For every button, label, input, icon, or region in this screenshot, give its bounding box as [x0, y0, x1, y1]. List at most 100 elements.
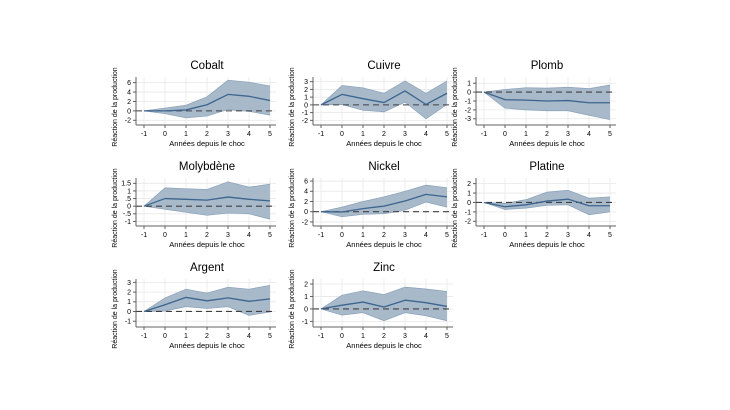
x-tick-label: 0 [340, 131, 344, 138]
y-tick-label: 0 [467, 90, 471, 97]
x-axis-label: Années depuis le choc [169, 240, 245, 249]
x-tick-label: 3 [403, 232, 407, 239]
y-axis-label: Réaction de la production [452, 168, 459, 247]
x-tick-label: 4 [247, 232, 251, 239]
x-tick-label: 2 [545, 131, 549, 138]
chart-title: Plomb [531, 60, 564, 72]
x-tick-label: 2 [382, 232, 386, 239]
y-tick-label: 0 [467, 200, 471, 207]
x-tick-label: 5 [268, 333, 272, 340]
chart-panel-argent: -1 0 1 2 3 -1 0 1 2 3 4 5 Années depuis le choc Réact… [110, 257, 278, 355]
y-tick-label: 2 [467, 181, 471, 188]
chart-panel-nickel: -2 0 2 4 6 -1 0 1 2 3 4 5 Années depuis le choc Réact… [287, 156, 455, 254]
x-tick-label: 2 [205, 232, 209, 239]
x-tick-label: 4 [247, 333, 251, 340]
response-line [143, 296, 271, 313]
y-tick-label: -1 [465, 209, 471, 216]
y-tick-label: 1 [467, 81, 471, 88]
x-tick-label: 4 [587, 232, 591, 239]
confidence-band-upper-edge [143, 181, 271, 207]
x-axis-label: Années depuis le choc [169, 341, 245, 350]
x-tick-label: 5 [445, 232, 449, 239]
x-axis-label: Années depuis le choc [346, 341, 422, 350]
x-axis-label: Années depuis le choc [346, 139, 422, 148]
y-tick-label: 4 [127, 89, 131, 96]
y-tick-label: 6 [304, 178, 308, 185]
x-tick-label: 1 [361, 232, 365, 239]
x-tick-label: 1 [184, 131, 188, 138]
y-axis-label: Réaction de la production [289, 269, 296, 348]
response-line [320, 299, 448, 310]
y-tick-label: 3 [127, 280, 131, 287]
y-tick-label: -2 [302, 118, 308, 125]
confidence-band-upper-edge [320, 80, 448, 106]
y-tick-label: 2 [304, 281, 308, 288]
x-tick-label: 0 [503, 131, 507, 138]
y-tick-label: -2 [302, 219, 308, 226]
x-tick-label: 5 [268, 232, 272, 239]
x-tick-label: -1 [318, 232, 324, 239]
y-axis-label: Réaction de la production [452, 67, 459, 146]
x-tick-label: 0 [163, 131, 167, 138]
y-tick-label: 2 [127, 99, 131, 106]
x-tick-label: 4 [587, 131, 591, 138]
confidence-band-lower-edge [320, 201, 448, 218]
x-tick-label: 2 [382, 131, 386, 138]
chart-title: Cobalt [190, 60, 224, 72]
y-tick-label: 0 [127, 309, 131, 316]
confidence-band-upper-edge [320, 286, 448, 310]
y-axis-label: Réaction de la production [112, 269, 119, 348]
x-tick-label: 1 [361, 131, 365, 138]
x-tick-label: 3 [226, 232, 230, 239]
y-tick-label: 1 [127, 299, 131, 306]
chart-cobalt: -2 0 2 4 6 -1 0 1 2 3 4 5 Années depuis le choc Réact… [112, 60, 276, 148]
response-line [143, 196, 271, 207]
y-tick-label: -2 [125, 118, 131, 125]
x-tick-label: 1 [184, 333, 188, 340]
y-tick-label: -1 [302, 319, 308, 326]
chart-panel-zinc: -1 0 1 2 -1 0 1 2 3 4 5 Années depuis le choc Réacti… [287, 257, 455, 355]
y-tick-label: -1 [125, 219, 131, 226]
x-tick-label: 2 [545, 232, 549, 239]
y-tick-label: 0 [304, 306, 308, 313]
x-tick-label: -1 [481, 232, 487, 239]
y-tick-label: -1 [302, 110, 308, 117]
x-tick-label: 3 [566, 232, 570, 239]
response-line [483, 91, 610, 104]
x-tick-label: -1 [141, 333, 147, 340]
x-tick-label: 0 [340, 333, 344, 340]
response-line [144, 93, 271, 112]
y-tick-label: -.5 [123, 211, 131, 218]
x-tick-label: 1 [524, 232, 528, 239]
y-tick-label: 1 [127, 188, 131, 195]
x-tick-label: 5 [608, 232, 612, 239]
y-tick-label: 2 [127, 289, 131, 296]
x-axis-label: Années depuis le choc [509, 139, 585, 148]
y-axis-label: Réaction de la production [289, 67, 296, 146]
y-tick-label: 1.5 [121, 181, 131, 188]
x-tick-label: 5 [445, 131, 449, 138]
y-axis-label: Réaction de la production [112, 168, 119, 247]
y-tick-label: 4 [304, 189, 308, 196]
response-line [483, 198, 610, 208]
confidence-band-upper-edge [143, 79, 271, 112]
chart-panel-cobalt: -2 0 2 4 6 -1 0 1 2 3 4 5 Années depuis le choc Réact… [110, 55, 278, 153]
y-tick-label: -2 [465, 107, 471, 114]
chart-platine: -2 -1 0 1 2 -1 0 1 2 3 4 5 Années depuis le choc Réac… [452, 161, 616, 249]
confidence-band-upper-edge [483, 189, 611, 204]
y-tick-label: 2 [304, 87, 308, 94]
y-tick-label: 6 [127, 80, 131, 87]
y-tick-label: -2 [465, 219, 471, 226]
confidence-band-upper-edge [483, 84, 611, 93]
x-tick-label: 3 [226, 333, 230, 340]
x-tick-label: 0 [163, 232, 167, 239]
y-tick-label: 1 [304, 95, 308, 102]
x-tick-label: -1 [481, 131, 487, 138]
x-tick-label: 4 [247, 131, 251, 138]
chart-panel-molybdene: -1 -.5 0.5 1 1.5 -1 0 1 2 3 4 5 Années depuis le cho… [110, 156, 278, 254]
x-tick-label: 5 [608, 131, 612, 138]
confidence-band-upper-edge [320, 184, 448, 213]
